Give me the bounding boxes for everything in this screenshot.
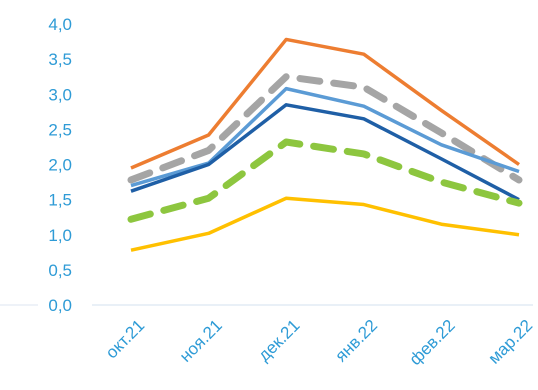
series-line-2 <box>127 73 523 184</box>
x-tick-label: мар.22 <box>485 316 537 368</box>
y-tick-label: 1,5 <box>48 191 72 210</box>
y-tick-label: 0,5 <box>48 261 72 280</box>
x-tick-label: янв.22 <box>331 316 381 366</box>
y-tick-label: 3,5 <box>48 50 72 69</box>
series-line-3 <box>130 86 520 188</box>
x-tick-label: окт.21 <box>102 316 148 362</box>
y-tick-label: 2,0 <box>48 156 72 175</box>
y-axis-tick-labels: 0,0 0,5 1,0 1,5 2,0 2,5 3,0 3,5 4,0 <box>48 15 72 315</box>
x-tick-label: фев.22 <box>406 316 459 369</box>
series-line-6 <box>130 196 520 252</box>
series-line-1 <box>130 37 521 170</box>
y-tick-label: 0,0 <box>48 296 72 315</box>
y-tick-label: 4,0 <box>48 15 72 34</box>
series-line-4 <box>130 103 520 202</box>
y-tick-label: 3,0 <box>48 85 72 104</box>
series-line-5 <box>127 138 523 223</box>
x-tick-label: ноя.21 <box>176 316 226 366</box>
x-tick-label: дек.21 <box>254 316 303 365</box>
series-lines <box>127 37 523 252</box>
x-axis-tick-labels: окт.21 ноя.21 дек.21 янв.22 фев.22 мар.22 <box>102 316 536 369</box>
y-tick-label: 2,5 <box>48 120 72 139</box>
y-tick-label: 1,0 <box>48 226 72 245</box>
